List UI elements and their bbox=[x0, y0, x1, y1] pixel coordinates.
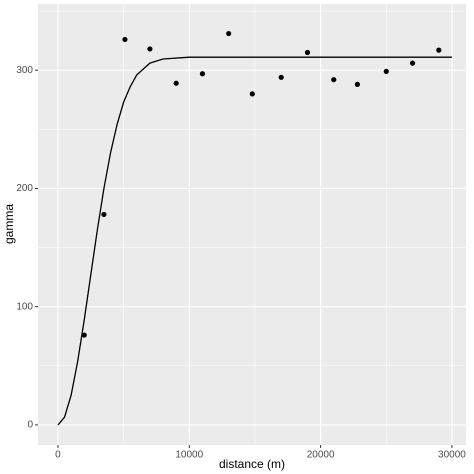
y-axis-title: gamma bbox=[2, 204, 16, 244]
point bbox=[122, 36, 128, 43]
y-tick-label: 200 bbox=[16, 183, 33, 194]
point bbox=[354, 81, 360, 87]
y-tick-label: 300 bbox=[16, 65, 33, 76]
point bbox=[278, 74, 284, 80]
x-tick-label: 30000 bbox=[438, 450, 466, 461]
point bbox=[249, 91, 255, 97]
point bbox=[331, 77, 337, 83]
point bbox=[199, 71, 206, 77]
point bbox=[173, 80, 179, 86]
x-axis-title: distance (m) bbox=[219, 457, 285, 471]
x-tick-label: 10000 bbox=[175, 450, 203, 461]
x-tick-label: 20000 bbox=[307, 450, 335, 461]
point bbox=[304, 49, 311, 56]
x-tick-label: 0 bbox=[55, 450, 61, 461]
point bbox=[409, 60, 416, 66]
point bbox=[81, 332, 87, 338]
point bbox=[101, 211, 107, 218]
point bbox=[147, 46, 153, 52]
point bbox=[436, 47, 442, 53]
y-tick-label: 100 bbox=[16, 301, 33, 312]
y-tick-label: 0 bbox=[27, 420, 33, 431]
point bbox=[383, 68, 389, 74]
fit-line bbox=[57, 56, 452, 426]
point bbox=[226, 30, 232, 37]
panel bbox=[38, 4, 466, 445]
